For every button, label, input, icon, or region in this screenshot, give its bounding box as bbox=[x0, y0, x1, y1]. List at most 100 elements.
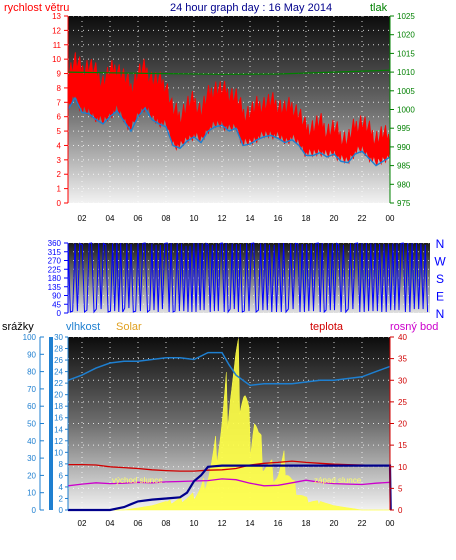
humidity-tick-label: 30 bbox=[54, 333, 63, 342]
dewpoint-axis-title: rosný bod bbox=[390, 321, 438, 333]
wind-series-layer bbox=[67, 52, 391, 167]
wind-tick-label: 1 bbox=[57, 185, 62, 194]
temperature-tick-label: 15 bbox=[398, 441, 407, 450]
wind-tick-label: 11 bbox=[53, 41, 62, 50]
pressure-axis-title: tlak bbox=[370, 2, 388, 14]
humidity-tick-label: 6 bbox=[59, 471, 64, 480]
time-tick-label: 04 bbox=[106, 519, 115, 528]
rain-tick-label: 70 bbox=[27, 385, 36, 394]
wind-tick-label: 7 bbox=[57, 98, 62, 107]
direction-tick-label: 225 bbox=[48, 265, 62, 274]
compass-label: E bbox=[436, 290, 444, 304]
rain-y-axis: 0 10 20 30 40 50 60 70 80 90 100 bbox=[23, 333, 53, 515]
time-tick-label: 18 bbox=[302, 519, 311, 528]
time-tick-label: 02 bbox=[78, 214, 87, 223]
wind-tick-label: 10 bbox=[52, 55, 61, 64]
humidity-tick-label: 22 bbox=[54, 379, 63, 388]
wind-x-axis: 02 04 06 08 10 12 14 16 18 20 22 00 bbox=[78, 214, 395, 223]
rain-tick-label: 60 bbox=[27, 402, 36, 411]
pressure-tick-label: 1010 bbox=[397, 68, 415, 77]
temperature-tick-label: 0 bbox=[398, 506, 403, 515]
time-tick-label: 04 bbox=[106, 214, 115, 223]
wind-tick-label: 6 bbox=[57, 113, 62, 122]
humidity-tick-label: 24 bbox=[54, 368, 63, 377]
direction-tick-label: 360 bbox=[48, 239, 62, 248]
time-tick-label: 10 bbox=[190, 519, 199, 528]
solar-axis-title: Solar bbox=[116, 321, 142, 333]
wind-tick-label: 9 bbox=[57, 70, 62, 79]
time-tick-label: 14 bbox=[246, 519, 255, 528]
time-tick-label: 06 bbox=[134, 214, 143, 223]
humidity-tick-label: 28 bbox=[54, 345, 63, 354]
direction-tick-label: 90 bbox=[52, 292, 61, 301]
pressure-tick-label: 1020 bbox=[397, 31, 415, 40]
temperature-y-axis: 0 5 10 15 20 25 30 35 40 bbox=[389, 333, 407, 515]
direction-tick-label: 45 bbox=[52, 300, 61, 309]
time-tick-label: 08 bbox=[162, 214, 171, 223]
humidity-tick-label: 0 bbox=[59, 506, 64, 515]
pressure-tick-label: 1005 bbox=[397, 87, 415, 96]
direction-series-layer bbox=[67, 242, 429, 314]
rain-axis-title: srážky bbox=[2, 321, 34, 333]
temperature-tick-label: 20 bbox=[398, 420, 407, 429]
time-tick-label: 02 bbox=[78, 519, 87, 528]
sunset-label: západ slunce bbox=[314, 476, 362, 485]
rain-accum-line bbox=[68, 464, 392, 512]
wind-tick-label: 8 bbox=[57, 84, 62, 93]
pressure-tick-label: 980 bbox=[397, 180, 411, 189]
rain-tick-label: 80 bbox=[27, 368, 36, 377]
pressure-tick-label: 990 bbox=[397, 143, 411, 152]
wind-tick-label: 0 bbox=[57, 199, 62, 208]
compass-label: W bbox=[434, 255, 446, 269]
wind-direction-line bbox=[67, 242, 429, 314]
rain-tick-label: 40 bbox=[27, 437, 36, 446]
chart-title: 24 hour graph day : 16 May 2014 bbox=[170, 2, 332, 14]
pressure-tick-label: 1025 bbox=[397, 12, 415, 21]
time-tick-label: 16 bbox=[274, 519, 283, 528]
humidity-tick-label: 18 bbox=[54, 402, 63, 411]
time-tick-label: 20 bbox=[330, 214, 339, 223]
wind-tick-label: 2 bbox=[57, 170, 62, 179]
humidity-tick-label: 10 bbox=[54, 448, 63, 457]
wind-tick-label: 12 bbox=[52, 26, 61, 35]
rain-tick-label: 0 bbox=[32, 506, 37, 515]
humidity-tick-label: 20 bbox=[54, 391, 63, 400]
rain-tick-label: 30 bbox=[27, 454, 36, 463]
temperature-line bbox=[68, 460, 391, 472]
compass-label: N bbox=[436, 237, 445, 251]
time-tick-label: 12 bbox=[218, 519, 227, 528]
time-tick-label: 14 bbox=[246, 214, 255, 223]
time-tick-label: 22 bbox=[358, 214, 367, 223]
humidity-tick-label: 16 bbox=[54, 414, 63, 423]
time-tick-label: 00 bbox=[386, 214, 395, 223]
temperature-tick-label: 40 bbox=[398, 333, 407, 342]
time-tick-label: 08 bbox=[162, 519, 171, 528]
temperature-tick-label: 5 bbox=[398, 484, 403, 493]
direction-tick-label: 180 bbox=[48, 274, 62, 283]
time-tick-label: 20 bbox=[330, 519, 339, 528]
climate-x-axis: 02 04 06 08 10 12 14 16 18 20 22 00 bbox=[78, 519, 395, 528]
pressure-line bbox=[67, 69, 391, 75]
time-tick-label: 18 bbox=[302, 214, 311, 223]
humidity-tick-label: 14 bbox=[54, 425, 63, 434]
time-tick-label: 16 bbox=[274, 214, 283, 223]
wind-gust-line bbox=[67, 96, 391, 167]
time-tick-label: 06 bbox=[134, 519, 143, 528]
wind-tick-label: 13 bbox=[52, 12, 61, 21]
rain-scale-bar bbox=[49, 337, 53, 510]
pressure-tick-label: 995 bbox=[397, 124, 411, 133]
rain-tick-label: 10 bbox=[27, 489, 36, 498]
humidity-axis-title: vlhkost bbox=[66, 321, 100, 333]
compass-label: S bbox=[436, 272, 444, 286]
humidity-tick-label: 26 bbox=[54, 356, 63, 365]
humidity-tick-label: 8 bbox=[59, 460, 64, 469]
temperature-tick-label: 35 bbox=[398, 355, 407, 364]
pressure-tick-label: 1015 bbox=[397, 49, 415, 58]
rain-tick-label: 20 bbox=[27, 471, 36, 480]
wind-tick-label: 4 bbox=[57, 141, 62, 150]
rain-tick-label: 100 bbox=[23, 333, 37, 342]
